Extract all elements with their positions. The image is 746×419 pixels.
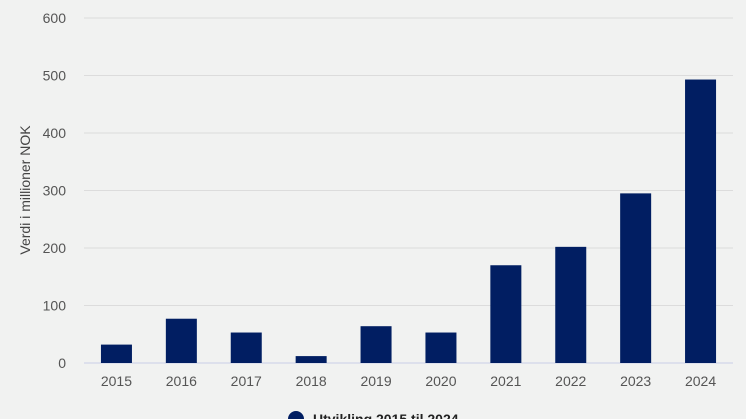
y-tick-label: 0 [58,355,66,371]
legend-marker [288,411,304,419]
x-tick-label: 2016 [166,373,197,389]
legend[interactable]: Utvikling 2015 til 2024 [288,411,459,419]
x-axis-ticks: 2015 2016 2017 2018 2019 2020 2021 2022 2023 2024 [101,373,716,389]
y-axis-ticks: 0 100 200 300 400 500 600 [43,10,67,371]
bar-2019[interactable] [360,326,392,363]
legend-label: Utvikling 2015 til 2024 [313,411,459,419]
x-tick-label: 2019 [360,373,391,389]
gridlines [84,17,733,364]
bar-2018[interactable] [295,356,327,363]
x-tick-label: 2017 [231,373,262,389]
x-tick-label: 2018 [296,373,327,389]
bars [100,79,717,364]
y-tick-label: 600 [43,10,67,26]
x-tick-label: 2015 [101,373,132,389]
x-tick-label: 2021 [490,373,521,389]
bar-2023[interactable] [620,193,652,363]
y-tick-label: 500 [43,68,67,84]
bar-2022[interactable] [555,246,587,363]
bar-2015[interactable] [100,344,132,363]
y-axis-label: Verdi i millioner NOK [17,125,33,255]
bar-2021[interactable] [490,265,522,363]
x-tick-label: 2023 [620,373,651,389]
bar-2017[interactable] [230,332,262,363]
bar-2020[interactable] [425,332,457,363]
bar-2024[interactable] [685,79,717,364]
y-tick-label: 300 [43,183,67,199]
x-tick-label: 2022 [555,373,586,389]
x-tick-label: 2024 [685,373,716,389]
y-tick-label: 100 [43,298,67,314]
y-tick-label: 200 [43,240,67,256]
x-tick-label: 2020 [425,373,456,389]
bar-2016[interactable] [165,318,197,363]
y-tick-label: 400 [43,125,67,141]
